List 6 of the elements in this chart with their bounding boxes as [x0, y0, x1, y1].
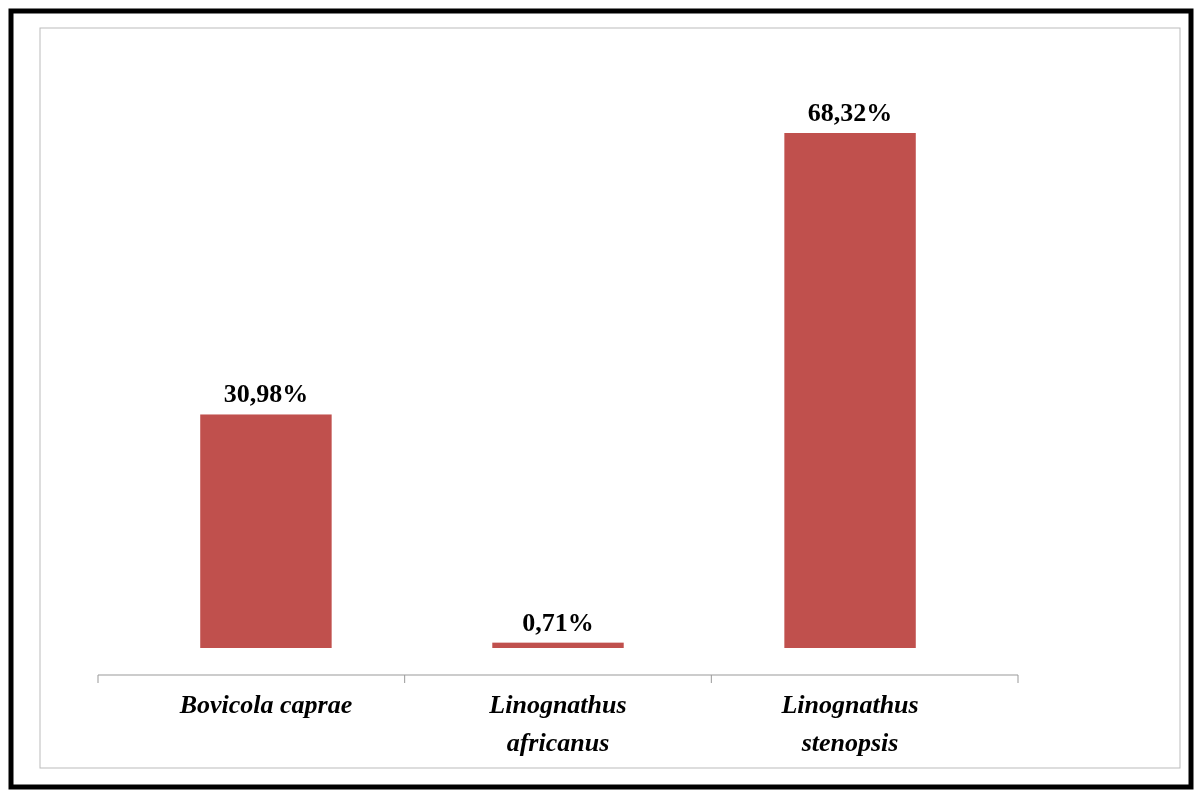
data-label: 0,71% [522, 607, 594, 637]
data-label: 68,32% [807, 98, 893, 127]
x-tick-label: Linognathus africanus [488, 690, 627, 757]
x-tick-label: Linognathus stenopsis [780, 690, 919, 757]
data-label: 30,98% [223, 379, 309, 409]
x-tick-label: Bovicola caprae [178, 690, 353, 719]
